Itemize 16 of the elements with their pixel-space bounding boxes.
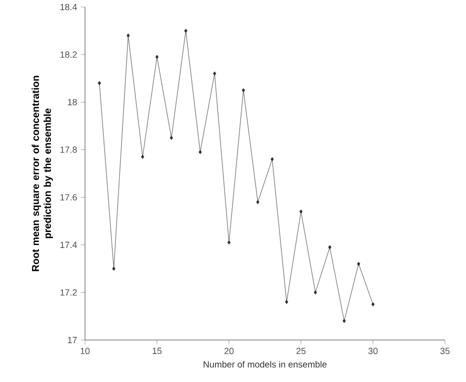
y-tick-label: 17 — [68, 336, 77, 344]
y-axis-title: Root mean square error of concentration prediction by the ensemble — [32, 76, 53, 272]
x-tick-label: 10 — [80, 348, 90, 354]
x-axis-title: Number of models in ensemble — [204, 360, 327, 368]
y-tick-label: 17.6 — [60, 194, 77, 200]
y-tick-label: 18.2 — [60, 51, 77, 58]
y-tick-label: 17.2 — [60, 289, 77, 296]
x-tick-label: 20 — [224, 348, 234, 354]
y-tick-label: 17.4 — [60, 242, 77, 248]
x-tick-label: 15 — [152, 348, 162, 354]
x-tick-label: 35 — [440, 348, 450, 354]
y-tick-label: 18 — [68, 98, 77, 106]
y-tick-label: 17.8 — [60, 146, 77, 153]
x-tick-label: 25 — [296, 348, 306, 354]
x-tick-label: 30 — [368, 348, 378, 354]
y-tick-label: 18.4 — [60, 4, 77, 10]
